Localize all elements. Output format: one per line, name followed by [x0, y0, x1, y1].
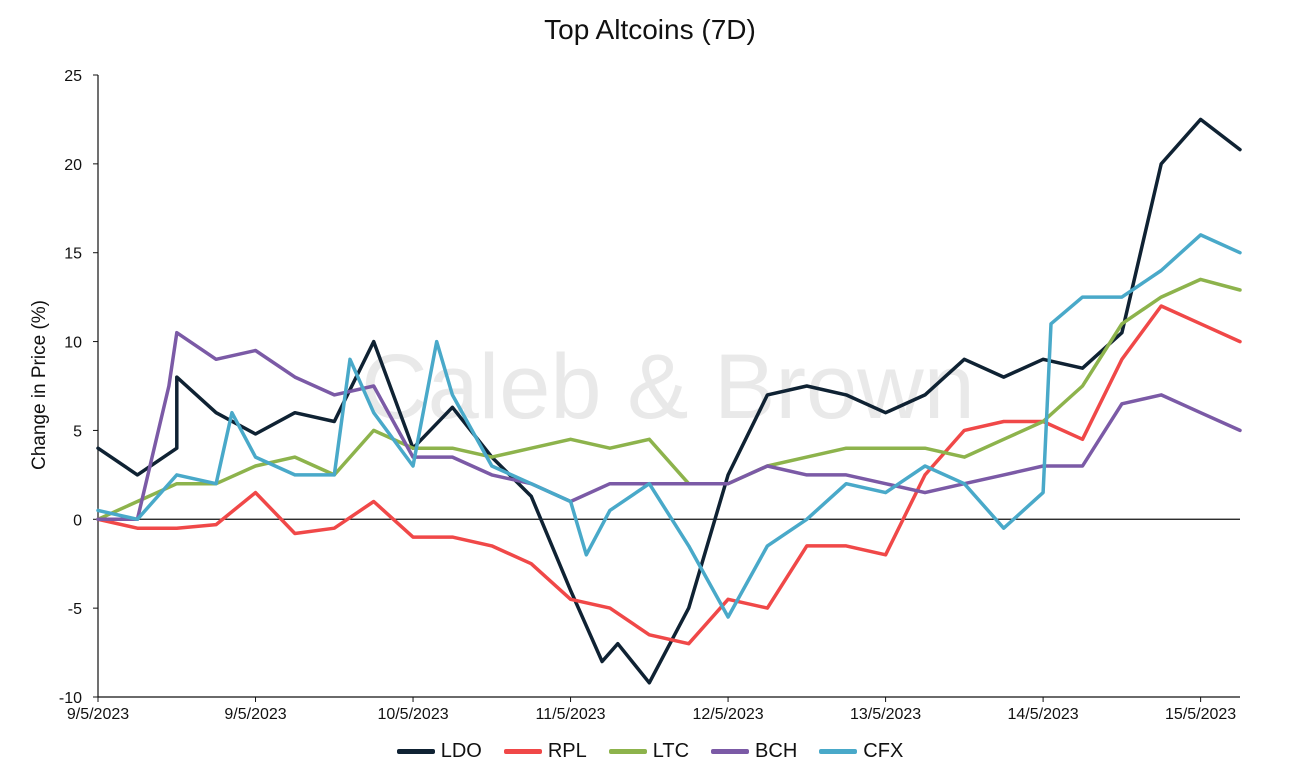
legend-item-bch: BCH — [711, 740, 797, 763]
series-line-ltc — [96, 277, 1242, 522]
x-tick-label: 12/5/2023 — [692, 706, 763, 723]
y-tick-label: -10 — [59, 690, 82, 707]
legend-item-ltc: LTC — [608, 740, 690, 763]
y-tick-label: 0 — [73, 512, 82, 529]
legend-swatch-rpl — [503, 749, 542, 754]
x-tick-label: 13/5/2023 — [850, 706, 921, 723]
y-axis-title: Change in Price (%) — [29, 300, 50, 470]
legend-label-ltc: LTC — [652, 740, 690, 762]
legend-swatch-ltc — [608, 749, 647, 754]
x-tick-label: 9/5/2023 — [224, 706, 286, 723]
watermark-text: Caleb & Brown — [361, 336, 975, 438]
y-tick-label: 10 — [64, 335, 82, 352]
legend-swatch-cfx — [819, 749, 858, 754]
y-tick-label: 15 — [64, 246, 82, 263]
chart-title: Top Altcoins (7D) — [544, 14, 756, 45]
legend-item-ldo: LDO — [396, 740, 482, 763]
y-tick-label: 25 — [64, 68, 82, 85]
x-tick-label: 11/5/2023 — [536, 706, 606, 723]
legend-label-bch: BCH — [755, 740, 798, 762]
series-line-rpl — [96, 304, 1242, 646]
y-tick-label: -5 — [68, 601, 82, 618]
legend-item-cfx: CFX — [819, 740, 903, 763]
x-tick-label: 14/5/2023 — [1008, 706, 1079, 723]
legend-label-ldo: LDO — [440, 740, 482, 762]
x-tick-label: 10/5/2023 — [377, 706, 448, 723]
y-tick-label: 20 — [64, 157, 82, 174]
y-tick-label: 5 — [73, 423, 82, 440]
legend-label-cfx: CFX — [863, 740, 904, 762]
legend-swatch-ldo — [396, 749, 435, 754]
x-tick-label: 9/5/2023 — [67, 706, 129, 723]
legend-item-rpl: RPL — [503, 740, 587, 763]
series-line-ldo — [96, 117, 1242, 685]
x-tick-label: 15/5/2023 — [1165, 706, 1236, 723]
legend: LDO RPL LTC BCH CFX — [0, 740, 1300, 763]
series-line-cfx — [96, 233, 1242, 619]
legend-swatch-bch — [711, 749, 750, 754]
legend-label-rpl: RPL — [547, 740, 587, 762]
